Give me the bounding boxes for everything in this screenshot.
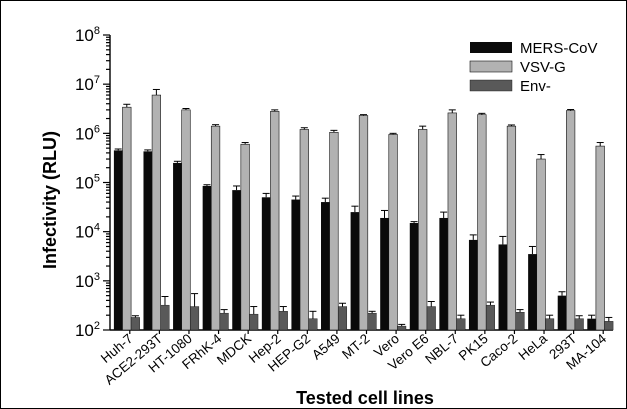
y-tick-base: 10 [75,124,94,143]
y-tick-label: 107 [75,74,100,94]
y-tick-base: 10 [75,223,94,242]
y-tick-exponent: 8 [94,25,100,37]
bar-vsv-g [418,129,428,331]
y-tick-exponent: 2 [94,320,100,332]
y-tick-base: 10 [75,174,94,193]
bar-vsv-g [506,125,517,331]
x-tick-label: MDCK [214,331,254,368]
bar-env-minus [160,304,170,331]
bar-env-minus [397,325,407,331]
bar-vsv-g [388,134,398,331]
bar-vsv-g [329,131,339,331]
y-tick-label: 106 [75,123,100,143]
y-tick-exponent: 7 [94,74,100,86]
y-tick-base: 10 [75,26,94,45]
x-tick-label: A549 [309,331,343,363]
plot-area [103,34,614,334]
bar-env-minus [604,321,614,331]
bar-env-minus [308,318,318,331]
bar-vsv-g [240,143,250,331]
x-tick-label: MT-2 [339,331,372,362]
bar-mers-cov [528,254,537,330]
bar-env-minus [367,312,377,331]
bar-vsv-g [477,114,487,331]
bar-vsv-g [358,115,369,331]
bar-env-minus [426,306,436,331]
bar-env-minus [278,311,288,331]
bar-env-minus [545,318,555,331]
x-tick-label: HeLa [516,330,551,363]
legend-label: Env- [520,78,551,95]
bar-mers-cov [439,217,448,330]
legend-swatch [469,60,513,73]
y-tick-label: 104 [75,222,100,242]
y-tick-label: 103 [75,271,100,291]
legend-label: VSV-G [520,59,566,76]
bar-mers-cov [202,185,212,330]
bar-mers-cov [587,318,596,330]
y-tick-base: 10 [75,321,94,340]
y-tick-label: 105 [75,173,100,193]
y-axis-title: Infectivity (RLU) [40,131,60,269]
legend: MERS-CoV VSV-G Env- [469,40,598,95]
bar-vsv-g [595,145,605,331]
x-tick-label: NBL-7 [422,331,461,367]
y-tick-base: 10 [75,272,94,291]
y-tick-label: 102 [75,320,100,340]
bar-mers-cov [498,244,508,330]
y-tick-exponent: 5 [94,173,100,185]
bar-vsv-g [536,158,546,331]
legend-swatch [470,42,512,53]
legend-swatch [469,79,513,92]
bar-mers-cov [291,199,301,330]
bar-vsv-g [181,109,191,331]
x-axis-title: Tested cell lines [296,388,434,408]
bar-mers-cov [321,202,330,330]
bar-mers-cov [557,295,567,330]
legend-label: MERS-CoV [520,40,598,57]
bar-mers-cov [468,239,478,330]
bar-mers-cov [143,151,153,330]
bar-mers-cov [261,197,271,330]
bar-mers-cov [173,162,182,330]
bar-vsv-g [299,129,309,331]
bar-mers-cov [232,190,241,330]
bar-vsv-g [566,110,576,331]
bar-vsv-g [210,125,221,331]
bar-mers-cov [409,223,419,330]
bar-mers-cov [350,212,360,330]
x-tick-labels: Huh-7ACE2-293THT-1080FRhK-4MDCKHep-2HEP-… [98,330,610,387]
bar-env-minus [515,312,525,331]
bar-env-minus [574,318,584,331]
y-tick-exponent: 3 [94,271,100,283]
y-tick-base: 10 [75,75,94,94]
bar-env-minus [456,318,466,331]
bar-vsv-g [151,94,161,331]
bar-vsv-g [270,111,280,331]
y-tick-exponent: 6 [94,123,100,135]
y-tick-label: 108 [75,25,100,45]
bar-mers-cov [380,217,389,330]
bar-env-minus [485,304,495,331]
bar-env-minus [249,313,259,331]
bar-env-minus [190,306,200,331]
bar-mers-cov [113,150,123,330]
bar-env-minus [219,312,229,331]
bar-env-minus [130,317,140,331]
bar-vsv-g [447,112,457,331]
y-tick-exponent: 4 [94,222,100,234]
bar-vsv-g [122,106,132,331]
bar-env-minus [338,306,348,331]
